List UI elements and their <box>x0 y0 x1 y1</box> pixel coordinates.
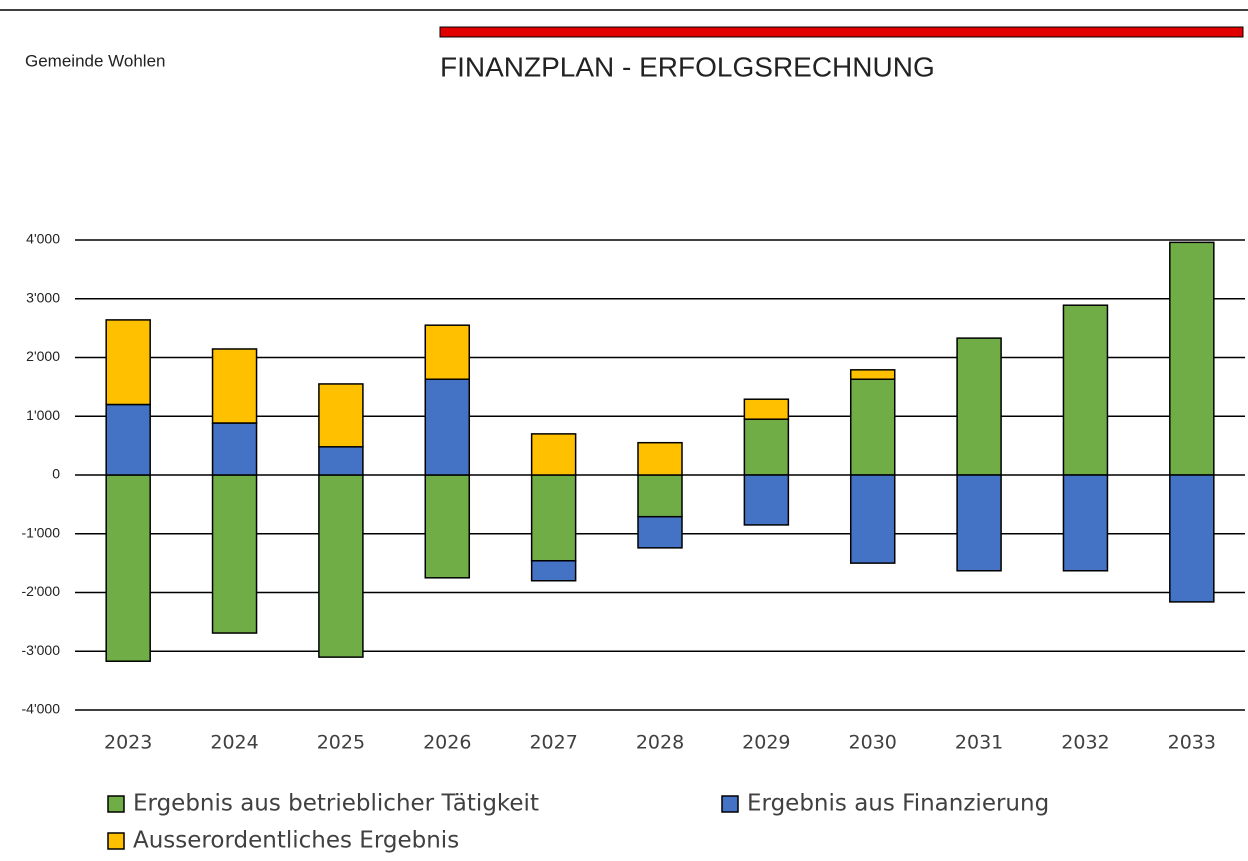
x-tick-label: 2025 <box>317 732 365 754</box>
y-tick-label: 0 <box>52 466 60 482</box>
bar-segment <box>743 398 790 420</box>
x-tick-label: 2032 <box>1061 732 1109 754</box>
y-tick-label: 3'000 <box>26 289 60 305</box>
bar-segment <box>424 324 471 380</box>
bar-segment <box>318 446 364 476</box>
page-title: FINANZPLAN - ERFOLGSRECHNUNG <box>440 51 935 82</box>
y-tick-label: -3'000 <box>22 642 61 658</box>
x-tick-label: 2023 <box>104 732 152 754</box>
legend-label: Ergebnis aus Finanzierung <box>747 791 1049 817</box>
legend-label: Ausserordentliches Ergebnis <box>133 828 459 854</box>
x-tick-label: 2026 <box>423 732 471 754</box>
y-tick-label: -2'000 <box>22 583 61 599</box>
bar-segment <box>211 474 258 634</box>
bar-segment <box>1062 304 1109 476</box>
org-name: Gemeinde Wohlen <box>25 51 166 70</box>
bar-segment <box>530 560 577 582</box>
x-tick-label: 2029 <box>742 732 790 754</box>
legend-swatch <box>107 832 125 850</box>
bar-segment <box>849 378 896 476</box>
header-bar <box>439 26 1244 38</box>
bar-segment <box>211 422 258 476</box>
y-tick-label: 1'000 <box>26 407 60 423</box>
x-tick-label: 2033 <box>1168 732 1216 754</box>
bar-segment <box>530 474 577 562</box>
bar-segment <box>637 515 683 549</box>
y-tick-label: -4'000 <box>22 701 61 717</box>
bar-segment <box>318 383 364 448</box>
bar-segment <box>956 474 1002 572</box>
bar-segment <box>1062 474 1109 572</box>
legend-swatch <box>107 795 125 813</box>
x-tick-label: 2028 <box>636 732 684 754</box>
bar-segment <box>1169 474 1215 603</box>
legend-swatch <box>721 795 739 813</box>
bar-segment <box>424 474 471 579</box>
y-tick-label: 2'000 <box>26 348 60 364</box>
bar-segment <box>956 337 1002 476</box>
bar-segment <box>637 474 683 518</box>
x-tick-label: 2031 <box>955 732 1003 754</box>
bar-segment <box>743 474 790 526</box>
x-tick-label: 2027 <box>529 732 577 754</box>
bar-segment <box>105 474 151 662</box>
x-tick-label: 2030 <box>849 732 897 754</box>
bar-segment <box>1169 241 1215 476</box>
x-tick-label: 2024 <box>210 732 258 754</box>
bar-segment <box>424 378 471 476</box>
bar-segment <box>318 474 364 658</box>
bar-segment <box>211 348 258 424</box>
bar-segment <box>530 433 577 476</box>
bar-segment <box>849 474 896 564</box>
bar-segment <box>105 403 151 476</box>
y-tick-label: 4'000 <box>26 231 60 247</box>
bar-segment <box>849 369 896 380</box>
bar-segment <box>743 418 790 476</box>
legend-label: Ergebnis aus betrieblicher Tätigkeit <box>133 791 539 817</box>
bar-segment <box>637 441 683 476</box>
y-tick-label: -1'000 <box>22 524 61 540</box>
bar-segment <box>105 319 151 406</box>
